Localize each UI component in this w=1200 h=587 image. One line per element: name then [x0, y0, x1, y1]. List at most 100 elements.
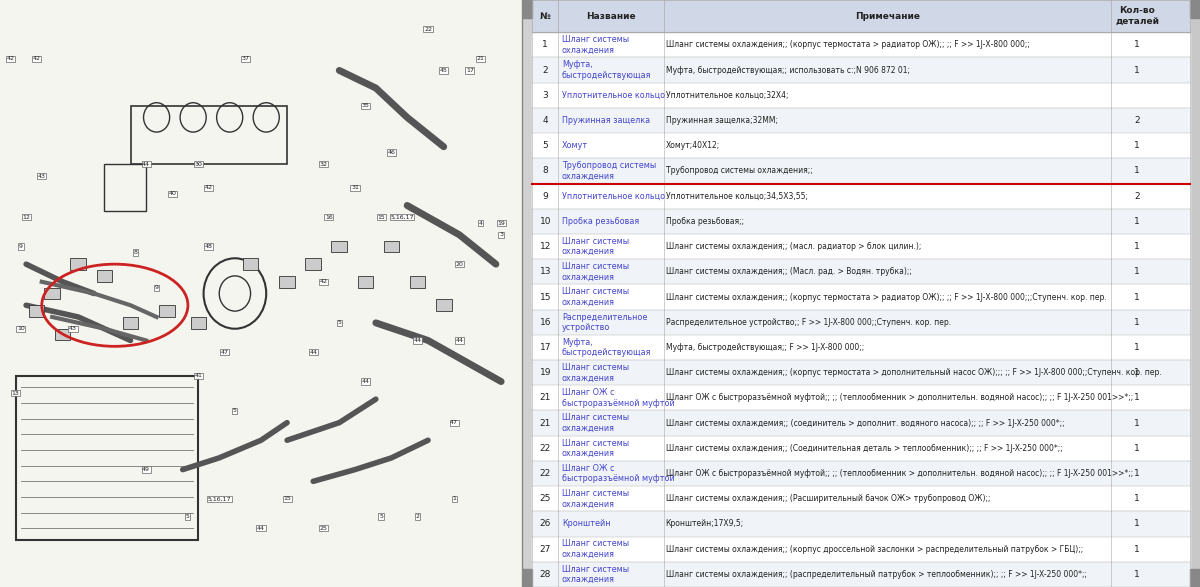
Bar	[532, 209, 1190, 234]
Text: 1: 1	[1134, 318, 1140, 327]
Text: 2: 2	[542, 66, 548, 75]
Bar	[532, 0, 1190, 32]
Text: 47: 47	[450, 420, 458, 425]
Text: 42: 42	[319, 279, 328, 284]
Text: 19: 19	[497, 221, 505, 225]
Bar	[384, 241, 400, 252]
Bar	[522, 0, 532, 18]
Bar	[1190, 0, 1200, 18]
Text: Шланг системы охлаждения;; (масл. радиатор > блок цилин.);: Шланг системы охлаждения;; (масл. радиат…	[666, 242, 922, 251]
Bar	[532, 259, 1190, 285]
Bar	[44, 288, 60, 299]
Text: 1: 1	[1134, 545, 1140, 554]
Text: 48: 48	[205, 244, 212, 249]
Bar	[532, 133, 1190, 158]
Text: 1: 1	[1134, 41, 1140, 49]
Text: 15: 15	[377, 215, 385, 220]
Text: Хомут: Хомут	[562, 141, 588, 150]
Text: 42: 42	[6, 56, 14, 61]
Text: 8: 8	[133, 250, 138, 255]
Text: Шланг системы
охлаждения: Шланг системы охлаждения	[562, 237, 629, 257]
Text: 20: 20	[456, 262, 463, 266]
Text: Шланг системы охлаждения;; (Расширительный бачок ОЖ> трубопровод ОЖ);;: Шланг системы охлаждения;; (Расширительн…	[666, 494, 990, 503]
Text: Шланг системы
охлаждения: Шланг системы охлаждения	[562, 413, 629, 433]
Text: 5: 5	[186, 514, 190, 519]
Bar	[280, 276, 295, 288]
Text: 44: 44	[257, 526, 265, 531]
Text: Муфта,
быстродействующая: Муфта, быстродействующая	[562, 338, 652, 357]
Text: 37: 37	[241, 56, 250, 61]
Bar	[532, 335, 1190, 360]
Text: 16: 16	[540, 318, 551, 327]
Bar	[29, 305, 44, 317]
Text: Уплотнительное кольцо;34,5X3,55;: Уплотнительное кольцо;34,5X3,55;	[666, 192, 808, 201]
Text: 1: 1	[1134, 292, 1140, 302]
Text: 44: 44	[414, 338, 421, 343]
Text: 1: 1	[1134, 444, 1140, 453]
Text: Шланг системы охлаждения;; (корпус дроссельной заслонки > распределительный патр: Шланг системы охлаждения;; (корпус дросс…	[666, 545, 1082, 554]
Bar	[532, 285, 1190, 310]
Text: Шланг ОЖ с быстроразъёмной муфтой;; ;; (теплообменник > дополнительн. водяной на: Шланг ОЖ с быстроразъёмной муфтой;; ;; (…	[666, 469, 1133, 478]
Text: 17: 17	[540, 343, 551, 352]
Text: 21: 21	[476, 56, 484, 61]
Bar	[532, 360, 1190, 385]
Text: Хомут;40X12;: Хомут;40X12;	[666, 141, 720, 150]
Bar	[532, 234, 1190, 259]
Bar	[436, 299, 451, 311]
Text: Трубопровод системы охлаждения;;: Трубопровод системы охлаждения;;	[666, 167, 812, 176]
Text: Шланг ОЖ с быстроразъёмной муфтой;; ;; (теплообменник > дополнительн. водяной на: Шланг ОЖ с быстроразъёмной муфтой;; ;; (…	[666, 393, 1133, 403]
Text: 13: 13	[540, 267, 551, 276]
Text: 3: 3	[542, 91, 548, 100]
Text: №: №	[540, 12, 551, 21]
Text: Уплотнительное кольцо;32X4;: Уплотнительное кольцо;32X4;	[666, 91, 788, 100]
Bar	[532, 184, 1190, 209]
Text: 1: 1	[1134, 570, 1140, 579]
Text: 46: 46	[388, 150, 396, 155]
Text: 44: 44	[310, 350, 317, 355]
Text: Шланг системы охлаждемия;; (соединитель > дополнит. водяного насоса);; ;; F >> 1: Шланг системы охлаждемия;; (соединитель …	[666, 419, 1064, 427]
Text: 1: 1	[1134, 494, 1140, 503]
Bar	[532, 461, 1190, 486]
Text: 1: 1	[1134, 267, 1140, 276]
Bar	[532, 486, 1190, 511]
Text: 16: 16	[325, 215, 332, 220]
Text: 44: 44	[361, 379, 370, 384]
Text: 44: 44	[142, 162, 150, 167]
Text: Кол-во
деталей: Кол-во деталей	[1115, 6, 1159, 26]
Text: Уплотнительное кольцо: Уплотнительное кольцо	[562, 91, 665, 100]
Text: 1: 1	[1134, 393, 1140, 403]
Bar	[532, 537, 1190, 562]
Text: Название: Название	[587, 12, 636, 21]
Text: Пробка резьбовая;;: Пробка резьбовая;;	[666, 217, 744, 226]
Text: 1: 1	[542, 41, 548, 49]
Text: Шланг системы охлаждения;; (распределительный патрубок > теплообменник);; ;; F >: Шланг системы охлаждения;; (распределите…	[666, 570, 1087, 579]
Text: Шланг системы охлаждения;; (Соединительная деталь > теплообменник);; ;; F >> 1J-: Шланг системы охлаждения;; (Соединительн…	[666, 444, 1062, 453]
Text: 9: 9	[542, 192, 548, 201]
Text: 21: 21	[540, 419, 551, 427]
Text: 5,16,17: 5,16,17	[390, 215, 414, 220]
Bar	[532, 32, 1190, 58]
Text: 35: 35	[361, 103, 370, 108]
Text: Пружинная защелка: Пружинная защелка	[562, 116, 650, 125]
Text: 41: 41	[194, 373, 203, 378]
Text: 1: 1	[1134, 242, 1140, 251]
Text: 4: 4	[542, 116, 548, 125]
Text: Шланг системы
охлаждения: Шланг системы охлаждения	[562, 262, 629, 282]
Bar	[16, 376, 198, 540]
Bar	[532, 108, 1190, 133]
Text: 2: 2	[415, 514, 420, 519]
Text: 1: 1	[1134, 519, 1140, 528]
Text: 22: 22	[540, 444, 551, 453]
Bar	[532, 385, 1190, 410]
Text: 26: 26	[540, 519, 551, 528]
Bar	[532, 511, 1190, 537]
Text: 22: 22	[540, 469, 551, 478]
Text: 45: 45	[439, 68, 448, 73]
Text: Примечание: Примечание	[854, 12, 920, 21]
Text: 21: 21	[540, 393, 551, 403]
Text: 2: 2	[1134, 192, 1140, 201]
Bar	[532, 410, 1190, 436]
Text: 13: 13	[12, 391, 19, 396]
Text: 22: 22	[424, 27, 432, 32]
Text: 43: 43	[70, 326, 77, 331]
